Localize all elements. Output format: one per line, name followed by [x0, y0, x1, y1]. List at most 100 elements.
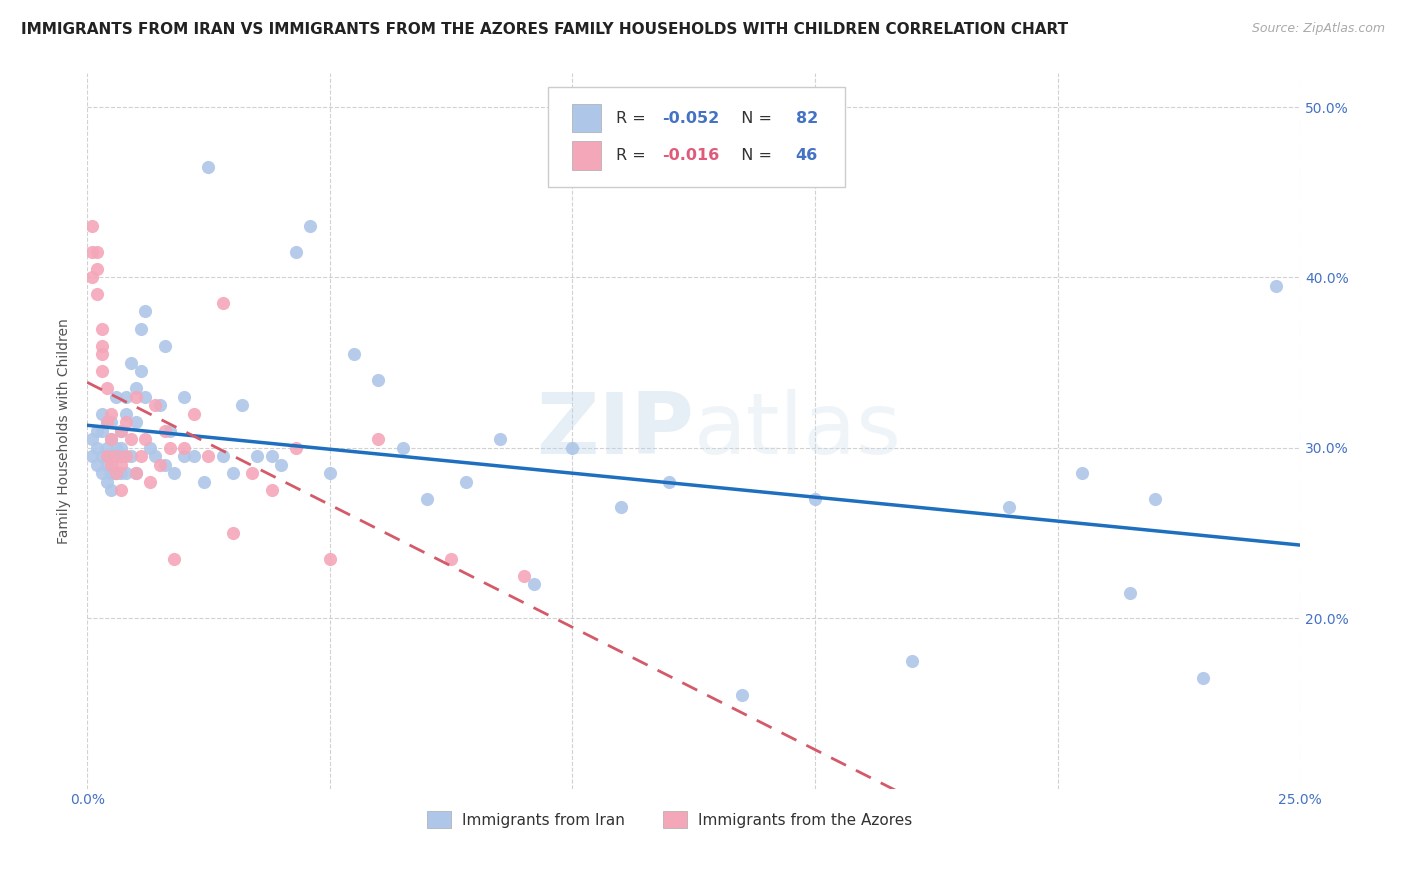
Point	[90, 338, 112, 352]
Text: IMMIGRANTS FROM IRAN VS IMMIGRANTS FROM THE AZORES FAMILY HOUSEHOLDS WITH CHILDR: IMMIGRANTS FROM IRAN VS IMMIGRANTS FROM …	[21, 22, 1069, 37]
Point	[100, 432, 122, 446]
Point	[124, 381, 146, 395]
Point	[96, 441, 118, 455]
Point	[124, 390, 146, 404]
Point	[183, 407, 205, 421]
Point	[231, 398, 253, 412]
Point	[143, 398, 166, 412]
Text: -0.016: -0.016	[662, 148, 720, 162]
Point	[96, 381, 118, 395]
Point	[100, 458, 122, 472]
Point	[124, 467, 146, 481]
Point	[110, 467, 132, 481]
Point	[212, 450, 235, 464]
Point	[110, 441, 132, 455]
Point	[100, 450, 122, 464]
Point	[343, 347, 366, 361]
Text: R =: R =	[616, 148, 651, 162]
Point	[197, 160, 219, 174]
Text: -0.052: -0.052	[662, 111, 720, 126]
Point	[110, 424, 132, 438]
Point	[513, 568, 536, 582]
Point	[454, 475, 477, 489]
Text: N =: N =	[731, 148, 778, 162]
Point	[1143, 491, 1166, 506]
Point	[80, 432, 103, 446]
Point	[260, 483, 283, 498]
Point	[110, 483, 132, 498]
Point	[212, 296, 235, 310]
Point	[86, 261, 108, 276]
Point	[367, 432, 389, 446]
Point	[129, 321, 152, 335]
Point	[124, 467, 146, 481]
Point	[129, 450, 152, 464]
Point	[120, 450, 142, 464]
Text: N =: N =	[731, 111, 778, 126]
Point	[153, 458, 176, 472]
FancyBboxPatch shape	[548, 87, 845, 187]
Point	[90, 407, 112, 421]
Point	[134, 304, 156, 318]
Point	[100, 432, 122, 446]
Point	[96, 415, 118, 429]
Point	[163, 551, 186, 566]
Text: ZIP: ZIP	[536, 389, 693, 472]
Point	[901, 654, 924, 668]
Point	[90, 321, 112, 335]
Point	[1119, 585, 1142, 599]
Point	[1265, 279, 1288, 293]
Point	[149, 398, 172, 412]
Point	[96, 415, 118, 429]
Point	[90, 450, 112, 464]
Point	[173, 441, 195, 455]
Point	[143, 450, 166, 464]
Point	[115, 390, 138, 404]
FancyBboxPatch shape	[572, 103, 602, 132]
Point	[90, 424, 112, 438]
Point	[100, 415, 122, 429]
Point	[416, 491, 439, 506]
Point	[115, 407, 138, 421]
Point	[115, 415, 138, 429]
Point	[105, 450, 128, 464]
Point	[998, 500, 1021, 515]
Text: Source: ZipAtlas.com: Source: ZipAtlas.com	[1251, 22, 1385, 36]
Point	[105, 450, 128, 464]
Point	[319, 467, 342, 481]
Text: 82: 82	[796, 111, 818, 126]
Point	[488, 432, 510, 446]
Point	[731, 688, 754, 702]
Point	[240, 467, 263, 481]
Point	[80, 270, 103, 285]
Point	[367, 373, 389, 387]
Point	[120, 432, 142, 446]
Point	[105, 467, 128, 481]
FancyBboxPatch shape	[572, 141, 602, 169]
Point	[115, 467, 138, 481]
Point	[1192, 671, 1215, 685]
Point	[173, 390, 195, 404]
Point	[86, 458, 108, 472]
Point	[260, 450, 283, 464]
Point	[86, 287, 108, 301]
Point	[222, 526, 245, 541]
Point	[96, 450, 118, 464]
Point	[153, 338, 176, 352]
Point	[105, 441, 128, 455]
Point	[96, 475, 118, 489]
Point	[90, 364, 112, 378]
Point	[100, 467, 122, 481]
Point	[159, 424, 181, 438]
Point	[105, 467, 128, 481]
Point	[658, 475, 681, 489]
Point	[115, 450, 138, 464]
Point	[284, 244, 307, 259]
Point	[80, 219, 103, 234]
Point	[440, 551, 463, 566]
Point	[299, 219, 322, 234]
Point	[105, 467, 128, 481]
Point	[100, 450, 122, 464]
Point	[134, 390, 156, 404]
Point	[86, 441, 108, 455]
